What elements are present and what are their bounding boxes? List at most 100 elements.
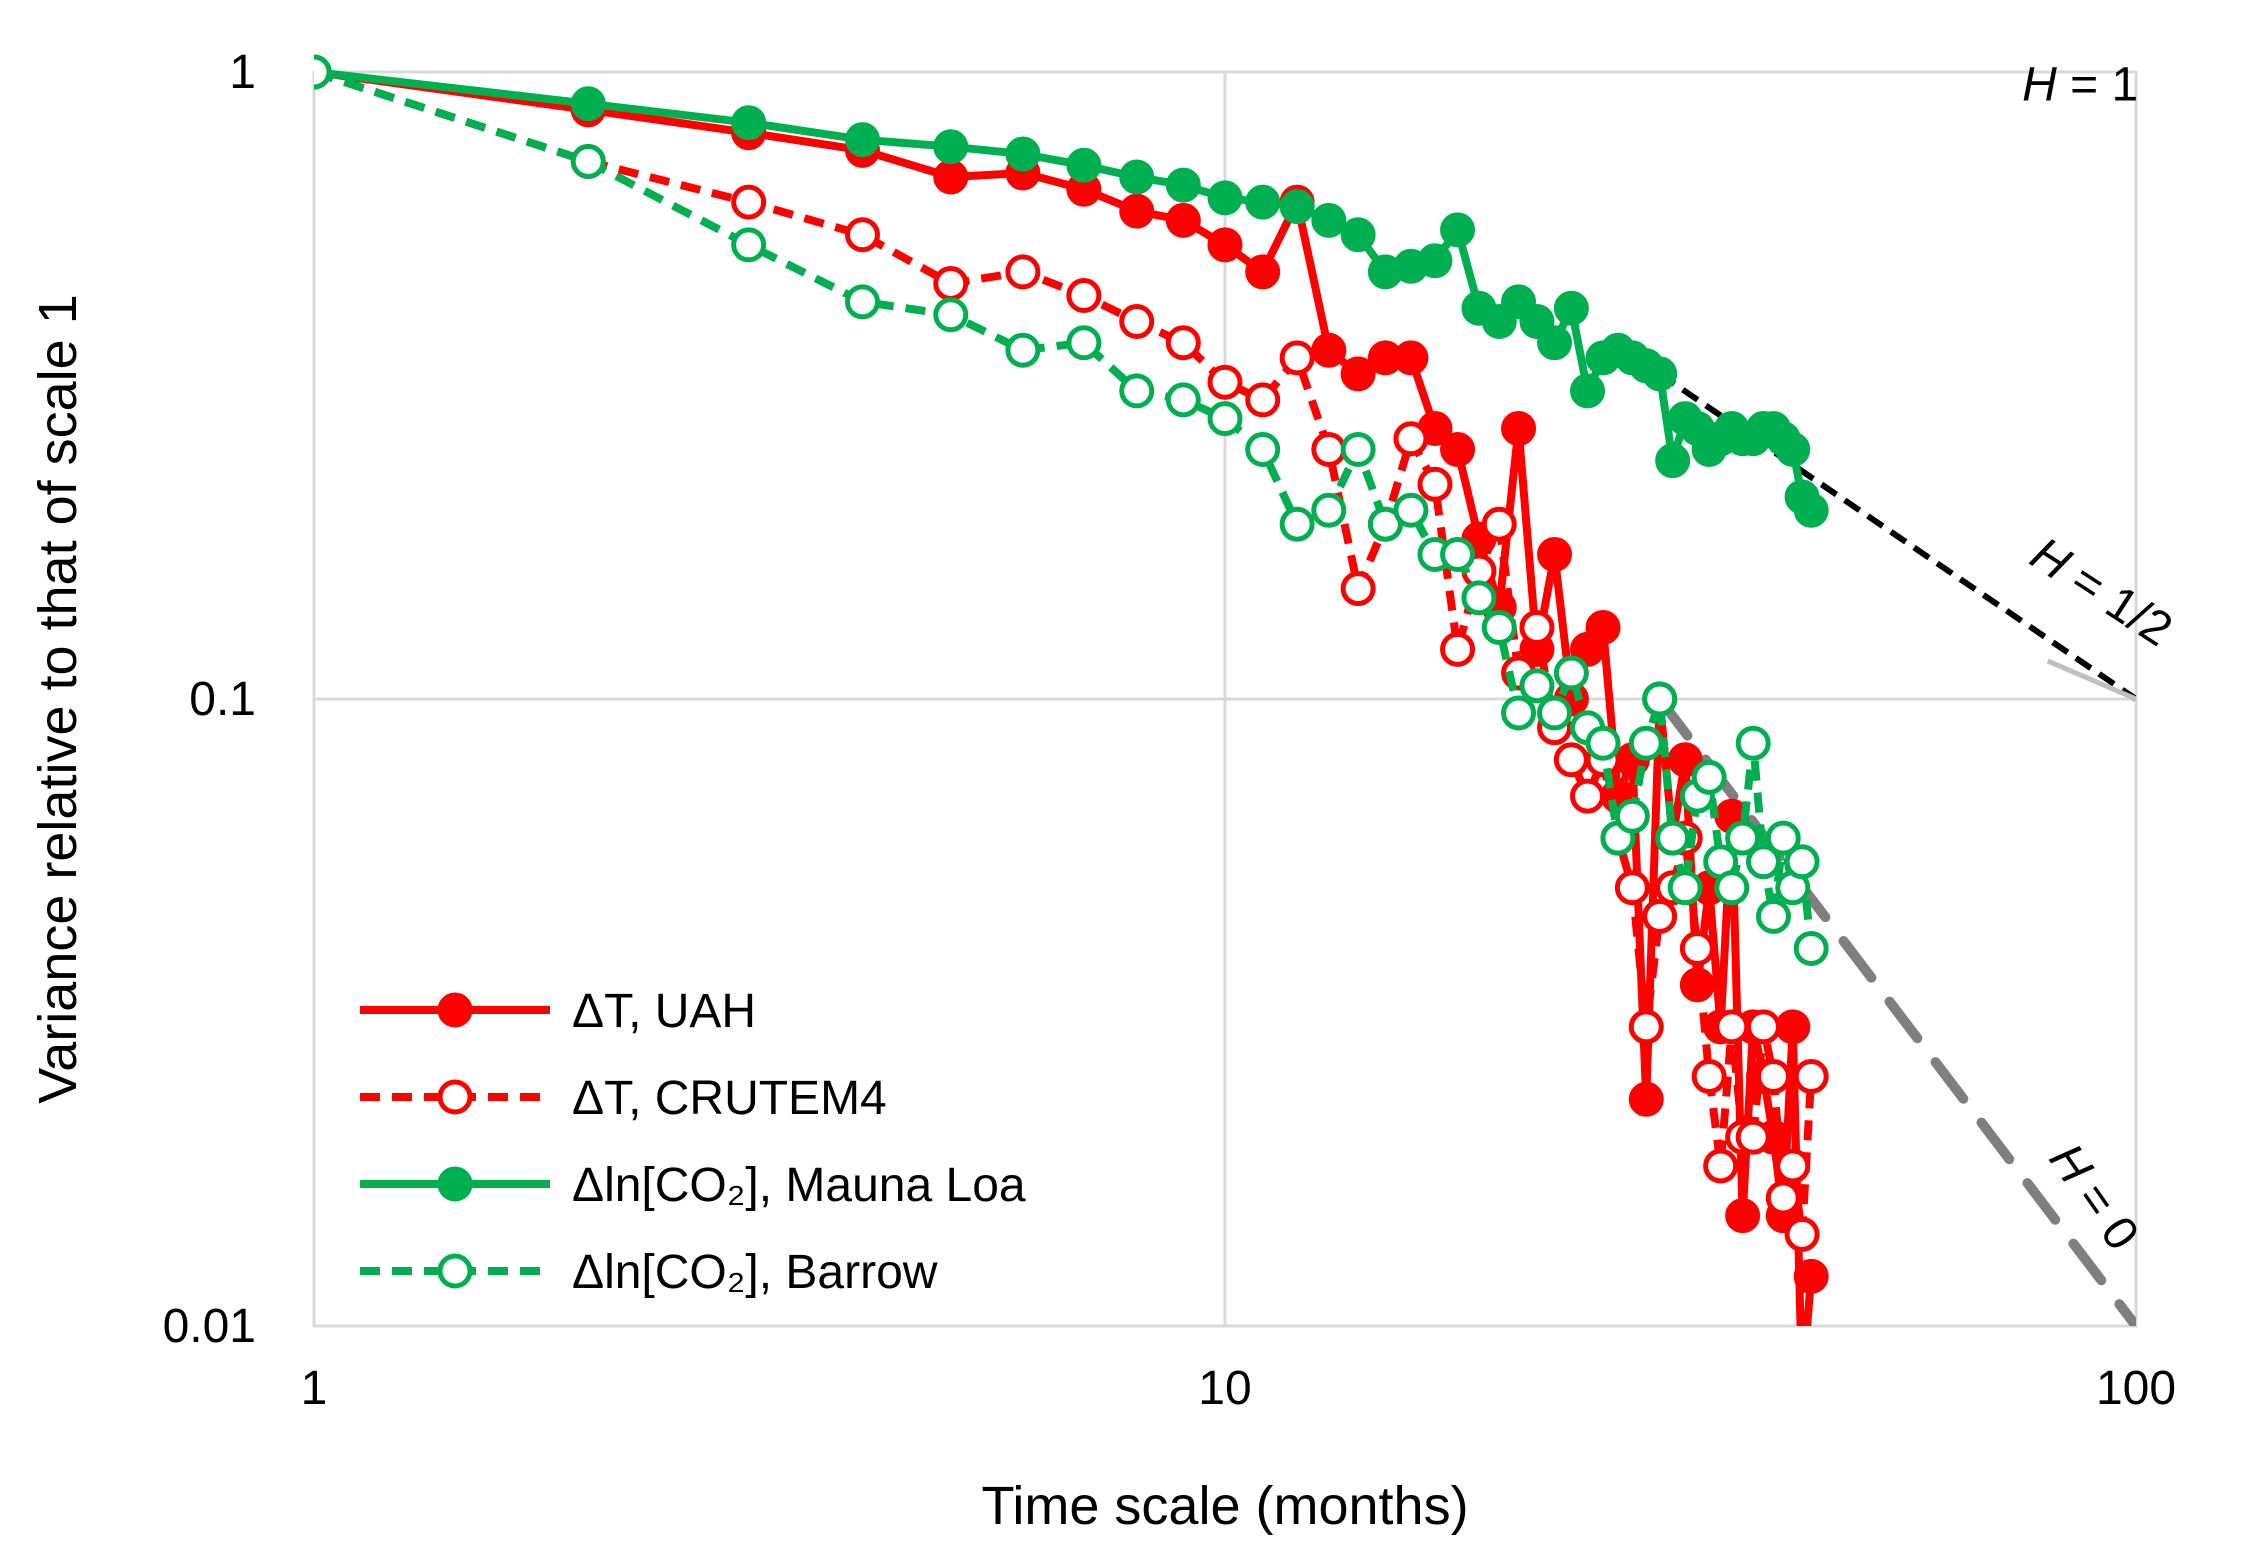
data-point bbox=[1775, 1148, 1811, 1184]
data-point bbox=[1642, 681, 1678, 717]
data-point bbox=[1793, 1258, 1829, 1294]
reference-line-2 bbox=[1654, 694, 2136, 1326]
legend: ΔT, UAH ΔT, CRUTEM4 Δln[CO₂], Mauna Loa Δln… bbox=[360, 985, 1026, 1299]
data-point bbox=[1745, 1009, 1781, 1045]
data-point bbox=[1655, 820, 1691, 856]
data-point bbox=[844, 122, 880, 158]
data-point bbox=[1311, 492, 1347, 528]
x-tick-label: 1 bbox=[301, 1362, 328, 1415]
data-point bbox=[1245, 184, 1281, 220]
data-point bbox=[1311, 431, 1347, 467]
data-point bbox=[1585, 725, 1621, 761]
data-point bbox=[1393, 340, 1429, 376]
legend-marker bbox=[437, 1166, 473, 1202]
data-point bbox=[1714, 870, 1750, 906]
data-point bbox=[1005, 332, 1041, 368]
data-point bbox=[1066, 147, 1102, 183]
data-point bbox=[1519, 610, 1555, 646]
data-point bbox=[1119, 304, 1155, 340]
data-point bbox=[1537, 537, 1573, 573]
data-point bbox=[933, 265, 969, 301]
series-1 bbox=[314, 54, 1829, 1252]
data-point bbox=[1585, 610, 1621, 646]
reference-line-1 bbox=[2046, 658, 2136, 702]
data-point bbox=[1417, 466, 1453, 502]
data-point bbox=[1553, 290, 1589, 326]
legend-label: Δln[CO₂], Mauna Loa bbox=[572, 1159, 1026, 1212]
data-point bbox=[1628, 1009, 1664, 1045]
data-point bbox=[731, 227, 767, 263]
data-point bbox=[1793, 931, 1829, 967]
data-point bbox=[1679, 931, 1715, 967]
data-point bbox=[1667, 870, 1703, 906]
legend-marker bbox=[437, 1079, 473, 1115]
x-tick-label: 10 bbox=[1198, 1362, 1251, 1415]
data-point bbox=[1570, 373, 1606, 409]
legend-marker bbox=[437, 1253, 473, 1289]
data-point bbox=[1207, 180, 1243, 216]
data-point bbox=[1642, 356, 1678, 392]
data-point bbox=[1440, 431, 1476, 467]
data-point bbox=[731, 184, 767, 220]
data-point bbox=[1735, 725, 1771, 761]
data-point bbox=[1245, 382, 1281, 418]
data-point bbox=[1340, 217, 1376, 253]
data-point bbox=[1440, 537, 1476, 573]
data-point bbox=[1340, 571, 1376, 607]
data-point bbox=[1245, 431, 1281, 467]
data-point bbox=[1279, 340, 1315, 376]
data-point bbox=[1440, 212, 1476, 248]
annotation-part: = 1 bbox=[2057, 59, 2138, 112]
data-point bbox=[1066, 278, 1102, 314]
data-point bbox=[570, 86, 606, 122]
annotation-h1: H = 1 bbox=[2022, 59, 2138, 112]
data-point bbox=[1207, 227, 1243, 263]
data-point bbox=[1784, 1216, 1820, 1252]
data-point bbox=[1393, 492, 1429, 528]
legend-label: ΔT, CRUTEM4 bbox=[572, 1072, 887, 1125]
data-point bbox=[1628, 1081, 1664, 1117]
data-point bbox=[1703, 1148, 1739, 1184]
data-point bbox=[1784, 844, 1820, 880]
legend-entry: ΔT, UAH bbox=[360, 985, 756, 1038]
data-point bbox=[1119, 373, 1155, 409]
data-point bbox=[1481, 506, 1517, 542]
legend-label: Δln[CO₂], Barrow bbox=[572, 1246, 938, 1299]
data-point bbox=[1725, 1198, 1761, 1234]
series-2 bbox=[314, 54, 1829, 528]
annotation-part: H bbox=[2022, 59, 2057, 112]
legend-entry: Δln[CO₂], Mauna Loa bbox=[360, 1159, 1026, 1212]
data-point bbox=[933, 297, 969, 333]
data-point bbox=[1775, 431, 1811, 467]
data-point bbox=[1245, 254, 1281, 290]
data-point bbox=[1005, 136, 1041, 172]
data-point bbox=[1311, 202, 1347, 238]
data-point bbox=[1340, 356, 1376, 392]
data-point bbox=[1537, 695, 1573, 731]
data-point bbox=[1340, 431, 1376, 467]
data-point bbox=[1553, 742, 1589, 778]
data-point bbox=[1207, 401, 1243, 437]
data-point bbox=[1501, 411, 1537, 447]
data-point bbox=[1745, 844, 1781, 880]
data-point bbox=[933, 159, 969, 195]
data-point bbox=[1165, 382, 1201, 418]
data-point bbox=[1667, 742, 1703, 778]
data-point bbox=[1793, 492, 1829, 528]
data-point bbox=[1755, 1058, 1791, 1094]
data-point bbox=[1765, 820, 1801, 856]
data-point bbox=[1628, 725, 1664, 761]
data-point bbox=[1440, 631, 1476, 667]
data-point bbox=[1537, 325, 1573, 361]
data-point bbox=[1735, 1119, 1771, 1155]
data-point bbox=[1570, 778, 1606, 814]
data-point bbox=[844, 284, 880, 320]
data-point bbox=[1614, 870, 1650, 906]
data-point bbox=[1417, 243, 1453, 279]
data-point bbox=[1279, 506, 1315, 542]
data-point bbox=[1119, 193, 1155, 229]
data-point bbox=[1005, 254, 1041, 290]
data-point bbox=[1793, 1058, 1829, 1094]
